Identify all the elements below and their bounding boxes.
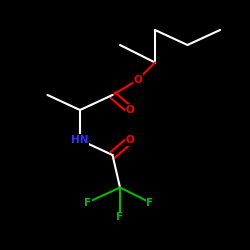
Text: HN: HN xyxy=(71,135,89,145)
Text: F: F xyxy=(146,198,154,207)
Text: O: O xyxy=(126,105,134,115)
Text: F: F xyxy=(84,198,91,207)
Text: O: O xyxy=(133,75,142,85)
Text: O: O xyxy=(126,135,134,145)
Text: F: F xyxy=(116,212,123,222)
